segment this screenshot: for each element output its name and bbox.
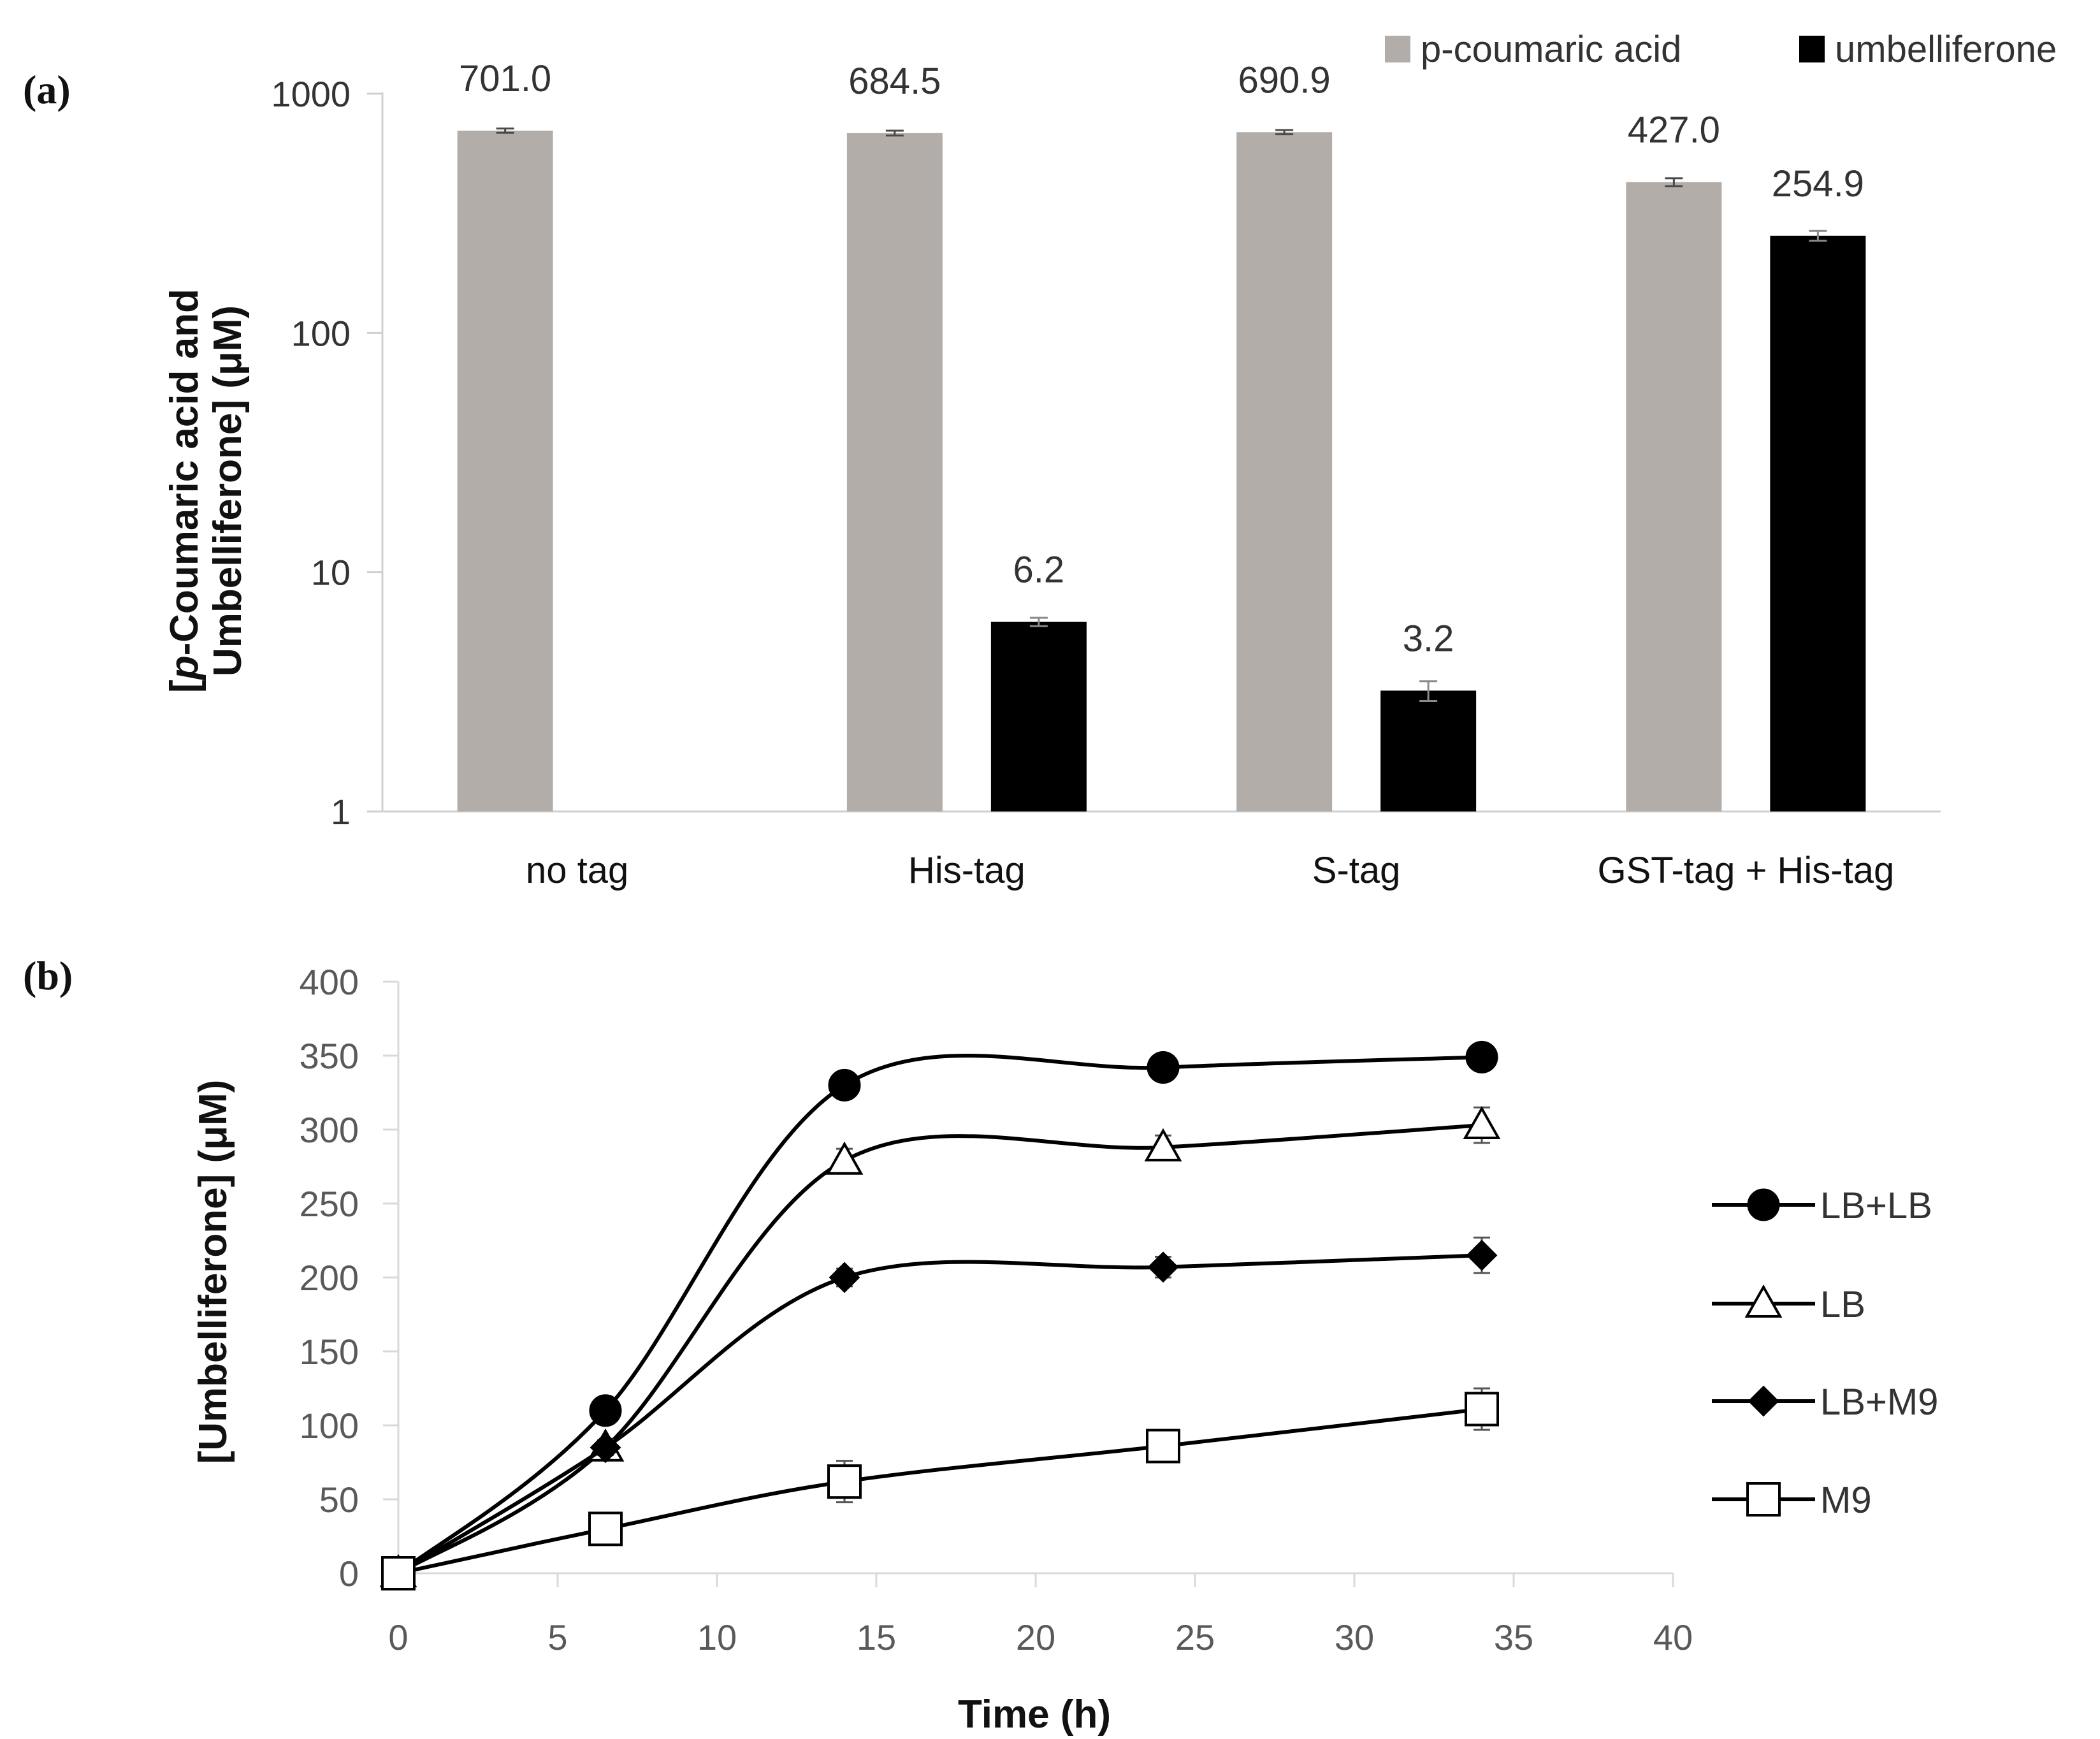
panel-a-y-tick-label: 100 xyxy=(291,313,351,353)
panel-b-label: (b) xyxy=(23,953,73,998)
panel-b-x-tick-label: 35 xyxy=(1494,1617,1533,1657)
panel-a-bar-umbelliferone xyxy=(990,622,1087,811)
panel-a-category-label: no tag xyxy=(526,850,628,891)
panel-a-bar-umbelliferone xyxy=(1770,235,1866,811)
panel-b-x-tick-label: 40 xyxy=(1653,1617,1693,1657)
panel-a-y-axis-title-line1: [p-Coumaric acid and xyxy=(163,289,206,693)
panel-b-legend-marker-lb xyxy=(1744,1284,1783,1318)
panel-b-y-tick-label: 0 xyxy=(339,1553,359,1594)
panel-b-series-lb-lb xyxy=(382,1040,1498,1590)
panel-b-marker-lb xyxy=(1144,1128,1182,1161)
panel-b-marker-lb-lb xyxy=(589,1394,622,1427)
panel-a-data-label: 690.9 xyxy=(1238,59,1331,101)
panel-b-marker-lb-m9 xyxy=(1147,1251,1179,1283)
panel-b-legend: LB+LB LB LB+M9 M9 xyxy=(1712,1185,1938,1521)
panel-b-legend-marker-lb-lb xyxy=(1747,1188,1780,1221)
panel-b-series-m9 xyxy=(381,1387,1499,1590)
panel-b-legend-marker-m9 xyxy=(1746,1482,1781,1517)
panel-b-x-tick-label: 15 xyxy=(857,1617,896,1657)
panel-b-legend-label-lb-m9: LB+M9 xyxy=(1820,1381,1938,1423)
panel-a-bar-p-coumaric-acid xyxy=(1236,132,1333,811)
panel-a-legend-swatch-umbelliferone xyxy=(1799,36,1825,62)
panel-b-x-tick-label: 30 xyxy=(1335,1617,1374,1657)
panel-b-y-tick-label: 400 xyxy=(300,962,359,1002)
panel-b-y-tick-label: 250 xyxy=(300,1184,359,1224)
panel-a-bar-p-coumaric-acid xyxy=(846,133,943,812)
panel-a-y-tick-label: 10 xyxy=(311,553,351,593)
panel-b-marker-lb-m9 xyxy=(590,1432,621,1464)
panel-a-legend-label-p-coumaric-acid: p-coumaric acid xyxy=(1421,29,1681,70)
panel-a-data-label: 701.0 xyxy=(459,58,551,99)
panel-b-marker-m9 xyxy=(588,1511,623,1546)
panel-b-x-tick-label: 0 xyxy=(388,1617,408,1657)
panel-b-line-chart: (b) [Umbelliferone] (μM) Time (h) 050100… xyxy=(23,953,1938,1736)
panel-b-marker-lb-lb xyxy=(1147,1051,1180,1084)
panel-b-marker-m9 xyxy=(1465,1392,1499,1427)
panel-a-bar-p-coumaric-acid xyxy=(1626,182,1722,811)
panel-b-legend-label-lb: LB xyxy=(1820,1284,1865,1325)
panel-b-x-tick-label: 25 xyxy=(1175,1617,1215,1657)
panel-b-series-lb-m9 xyxy=(382,1236,1498,1589)
panel-b-plot-area: 0 50 100 150 200 250 300 350 400 0 5 10 15 20 25 30 35 40 xyxy=(300,962,1693,1657)
panel-b-marker-lb xyxy=(825,1141,864,1175)
panel-b-y-axis-title: [Umbelliferone] (μM) xyxy=(191,1080,235,1464)
panel-b-marker-lb xyxy=(1463,1105,1501,1140)
panel-b-y-tick-label: 350 xyxy=(300,1036,359,1076)
panel-b-marker-m9 xyxy=(1146,1429,1180,1464)
panel-b-marker-m9 xyxy=(381,1556,416,1590)
panel-a-y-tick-label: 1 xyxy=(331,792,351,832)
panel-b-x-tick-label: 20 xyxy=(1016,1617,1055,1657)
panel-a-bar-chart: (a) [p-Coumaric acid and Umbelliferone] … xyxy=(23,29,2057,891)
panel-a-plot-area: 1 10 100 1000 no tag 701.0 His-tag 684.5 6.2 S-ta… xyxy=(271,58,1941,891)
panel-b-legend-label-m9: M9 xyxy=(1820,1480,1872,1521)
panel-a-legend: p-coumaric acid umbelliferone xyxy=(1385,29,2057,70)
panel-b-y-tick-label: 100 xyxy=(300,1406,359,1446)
panel-b-marker-m9 xyxy=(827,1464,862,1499)
panel-a-category-label: His-tag xyxy=(908,850,1025,891)
panel-a-data-label: 6.2 xyxy=(1013,549,1065,591)
panel-b-y-tick-label: 200 xyxy=(300,1258,359,1298)
panel-b-series-line-lb xyxy=(397,1123,1482,1575)
panel-b-y-tick-label: 150 xyxy=(300,1332,359,1372)
panel-a-legend-label-umbelliferone: umbelliferone xyxy=(1835,29,2057,70)
panel-a-data-label: 3.2 xyxy=(1403,618,1454,659)
panel-a-category-label: GST-tag + His-tag xyxy=(1597,850,1894,891)
panel-b-series-line-m9 xyxy=(398,1407,1482,1575)
panel-a-bar-umbelliferone xyxy=(1380,690,1477,811)
panel-a-data-label: 254.9 xyxy=(1772,163,1864,205)
panel-a-y-axis-title-line2: Umbelliferone] (μM) xyxy=(206,305,250,676)
panel-a-y-tick-label: 1000 xyxy=(271,74,351,114)
panel-b-marker-lb-lb xyxy=(1465,1040,1498,1073)
panel-a-legend-swatch-p-coumaric-acid xyxy=(1385,36,1410,62)
panel-a-bar-p-coumaric-acid xyxy=(457,130,553,811)
panel-b-x-axis-title: Time (h) xyxy=(958,1692,1111,1736)
panel-b-legend-marker-lb-m9 xyxy=(1748,1385,1779,1417)
panel-b-series-lb xyxy=(379,1105,1501,1587)
panel-b-x-tick-label: 5 xyxy=(547,1617,567,1657)
panel-b-legend-label-lb-lb: LB+LB xyxy=(1820,1185,1932,1226)
panel-a-data-label: 684.5 xyxy=(848,61,941,102)
panel-b-marker-lb-m9 xyxy=(1466,1239,1498,1271)
panel-a-data-label: 427.0 xyxy=(1628,110,1720,151)
panel-b-marker-lb-lb xyxy=(828,1068,861,1102)
panel-b-series-line-lb-m9 xyxy=(397,1253,1482,1575)
panel-b-marker-lb-m9 xyxy=(829,1262,860,1293)
panel-b-y-tick-label: 50 xyxy=(319,1480,359,1520)
panel-b-series-line-lb-lb xyxy=(397,1054,1482,1575)
panel-a-label: (a) xyxy=(23,67,71,112)
panel-b-x-tick-label: 10 xyxy=(697,1617,737,1657)
panel-b-y-tick-label: 300 xyxy=(300,1110,359,1150)
panel-a-category-label: S-tag xyxy=(1312,850,1401,891)
